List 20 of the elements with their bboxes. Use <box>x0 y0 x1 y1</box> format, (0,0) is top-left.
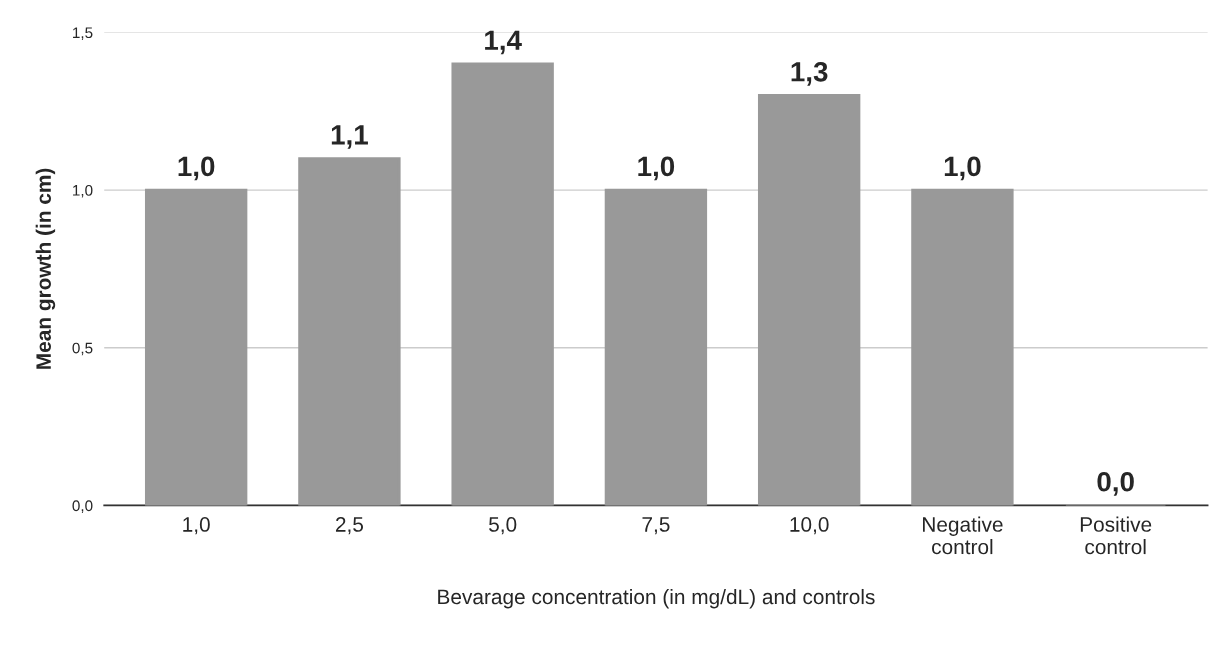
data-label: 1,0 <box>944 156 981 181</box>
x-tick-label: Positive control <box>1080 516 1152 555</box>
x-tick-label: 10,0 <box>790 517 829 535</box>
data-label: 1,0 <box>178 156 215 181</box>
y-tick-label: 1,0 <box>73 184 93 198</box>
y-axis-title: Mean growth (in cm) <box>35 168 56 369</box>
data-label: 0,0 <box>1097 471 1134 496</box>
data-label: 1,4 <box>485 30 522 55</box>
data-label: 1,0 <box>638 156 675 181</box>
x-axis-title: Bevarage concentration (in mg/dL) and controls <box>438 588 875 609</box>
x-tick-label: 5,0 <box>489 517 517 535</box>
data-label: 1,3 <box>791 61 828 86</box>
x-tick-label: 2,5 <box>335 517 364 535</box>
x-tick-label: 7,5 <box>642 517 670 535</box>
y-tick-label: 1,5 <box>73 27 93 40</box>
x-tick-label: 1,0 <box>183 517 210 535</box>
data-label: 1,1 <box>331 125 368 149</box>
y-tick-label: 0,0 <box>72 500 93 513</box>
x-tick-label: Negative control <box>923 516 1003 555</box>
y-tick-label: 0,5 <box>72 342 93 356</box>
